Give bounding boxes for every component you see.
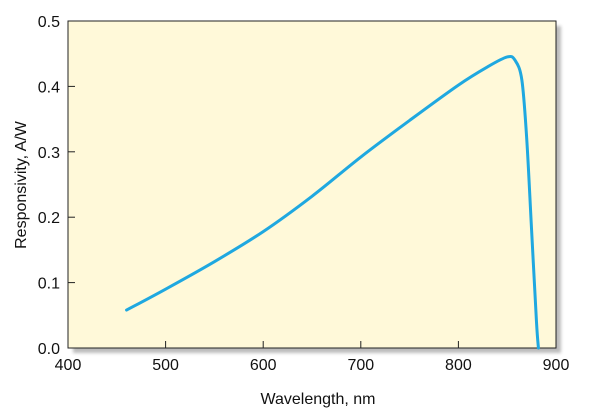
x-tick-label: 600 (250, 357, 277, 374)
x-tick-label: 500 (152, 357, 179, 374)
x-axis-ticks: 400 500 600 700 800 900 (55, 341, 570, 374)
y-tick-label: 0.3 (38, 145, 60, 162)
x-tick-label: 900 (543, 357, 570, 374)
y-tick-label: 0.4 (38, 79, 60, 96)
y-tick-label: 0.5 (38, 14, 60, 31)
x-tick-label: 700 (347, 357, 374, 374)
y-axis-ticks: 0.0 0.1 0.2 0.3 0.4 0.5 (38, 14, 75, 358)
y-axis-label: Responsivity, A/W (13, 120, 30, 249)
x-axis-label: Wavelength, nm (260, 391, 375, 408)
y-tick-label: 0.1 (38, 276, 60, 293)
responsivity-line (125, 54, 540, 350)
y-tick-label: 0.2 (38, 210, 60, 227)
y-tick-label: 0.0 (38, 341, 60, 358)
x-tick-label: 400 (55, 357, 82, 374)
x-tick-label: 800 (445, 357, 472, 374)
